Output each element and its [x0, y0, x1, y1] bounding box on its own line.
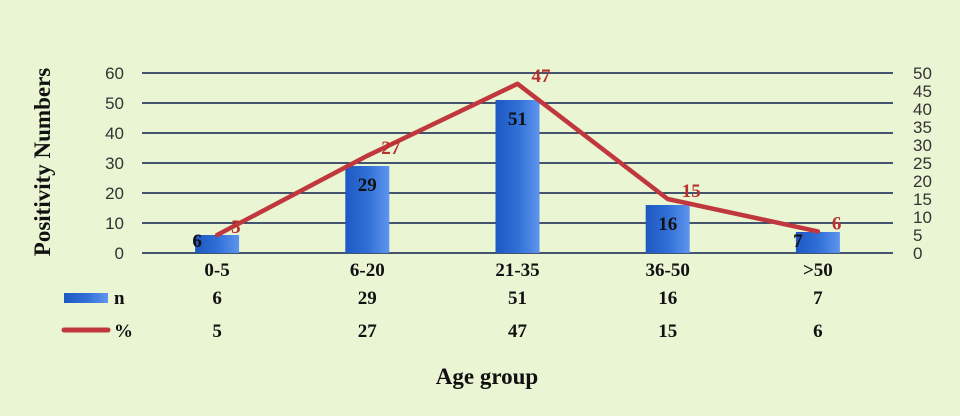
y-axis-left: 0 10 20 30 40 50 60: [105, 64, 124, 263]
y-right-tick-label: 0: [913, 244, 922, 263]
bar-value-label: 51: [508, 109, 527, 130]
y-right-tick-label: 10: [913, 208, 932, 227]
table-cell: 29: [358, 288, 377, 309]
category-label: 21-35: [495, 260, 539, 281]
category-label: 6-20: [350, 260, 385, 281]
line-value-label: 6: [832, 213, 842, 234]
y-axis-title: Positivity Numbers: [30, 68, 55, 257]
table-cell: 5: [212, 321, 222, 342]
y-right-tick-label: 15: [913, 190, 932, 209]
legend-series-name: %: [114, 321, 133, 342]
legend-series-name: n: [114, 288, 125, 309]
bar-36-50: [645, 205, 690, 253]
bar-value-label: 7: [793, 231, 803, 252]
y-left-tick-label: 30: [105, 154, 124, 173]
x-axis-title: Age group: [436, 364, 538, 389]
y-right-tick-label: 25: [913, 154, 932, 173]
table-cell: 51: [508, 288, 527, 309]
category-labels: 0-5 6-20 21-35 36-50 >50: [204, 260, 832, 281]
bar->50: [795, 232, 840, 253]
y-left-tick-label: 40: [105, 124, 124, 143]
y-right-tick-label: 20: [913, 172, 932, 191]
bar-0-5: [195, 235, 240, 253]
line-value-label: 5: [231, 217, 241, 238]
y-right-tick-label: 45: [913, 82, 932, 101]
bars: [195, 100, 840, 253]
y-left-tick-label: 50: [105, 94, 124, 113]
data-labels: 6 29 51 16 7 5 27 47 15 6: [192, 66, 841, 252]
table-cell: 47: [508, 321, 528, 342]
bar-value-label: 16: [658, 214, 677, 235]
line-value-label: 15: [682, 181, 701, 202]
y-right-tick-label: 50: [913, 64, 932, 83]
table-cell: 7: [813, 288, 823, 309]
table-cell: 16: [658, 288, 677, 309]
table-cell: 15: [658, 321, 677, 342]
category-label: 0-5: [204, 260, 229, 281]
category-label: >50: [803, 260, 833, 281]
line-value-label: 47: [532, 66, 552, 87]
y-left-tick-label: 20: [105, 184, 124, 203]
percent-line: [214, 81, 821, 238]
bar-21-35: [495, 100, 540, 253]
bar-6-20: [345, 166, 390, 253]
y-left-tick-label: 0: [115, 244, 124, 263]
line-value-label: 27: [381, 138, 401, 159]
data-table: n 6 29 51 16 7% 5 27 47 15 6: [61, 288, 823, 342]
legend-bar-swatch: [64, 293, 108, 303]
y-right-tick-label: 35: [913, 118, 932, 137]
table-cell: 6: [813, 321, 823, 342]
bar-value-label: 29: [358, 175, 377, 196]
percent-line-path: [214, 81, 821, 238]
y-right-tick-label: 40: [913, 100, 932, 119]
bar-value-label: 6: [192, 231, 202, 252]
y-left-tick-label: 60: [105, 64, 124, 83]
y-right-tick-label: 30: [913, 136, 932, 155]
y-left-tick-label: 10: [105, 214, 124, 233]
table-cell: 27: [358, 321, 378, 342]
table-cell: 6: [212, 288, 222, 309]
y-right-tick-label: 5: [913, 226, 922, 245]
category-label: 36-50: [646, 260, 690, 281]
